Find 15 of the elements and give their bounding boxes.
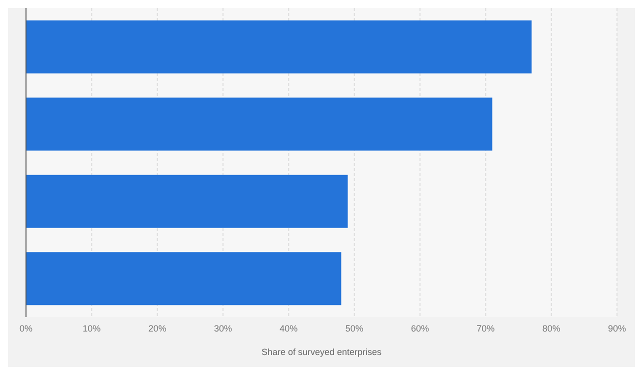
x-tick-label: 90% (608, 323, 626, 334)
x-tick-label: 10% (82, 323, 101, 334)
bar (26, 252, 342, 306)
x-tick-label: 70% (476, 323, 495, 334)
x-tick-label: 80% (542, 323, 560, 334)
x-tick-label: 30% (214, 323, 232, 334)
bar (26, 98, 492, 151)
x-tick-label: 60% (410, 323, 430, 334)
bar (26, 174, 348, 228)
x-tick-label: 0% (19, 323, 33, 334)
x-tick-label: 50% (345, 323, 364, 334)
x-tick-label: 40% (280, 323, 298, 334)
x-axis-title: Share of surveyed enterprises (261, 347, 382, 357)
x-tick-label: 20% (148, 323, 166, 334)
bar (26, 20, 532, 74)
